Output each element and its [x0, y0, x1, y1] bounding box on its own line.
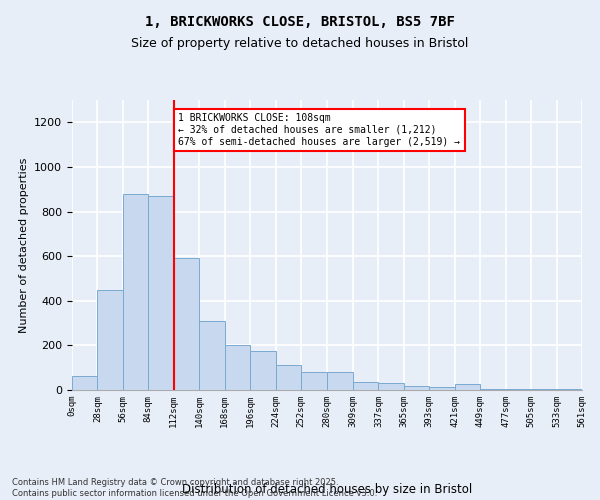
- Bar: [123, 194, 148, 390]
- Text: Contains HM Land Registry data © Crown copyright and database right 2025.
Contai: Contains HM Land Registry data © Crown c…: [12, 478, 377, 498]
- Bar: [72, 376, 97, 390]
- Text: 1 BRICKWORKS CLOSE: 108sqm
← 32% of detached houses are smaller (1,212)
67% of s: 1 BRICKWORKS CLOSE: 108sqm ← 32% of deta…: [178, 114, 460, 146]
- Y-axis label: Number of detached properties: Number of detached properties: [19, 158, 29, 332]
- X-axis label: Distribution of detached houses by size in Bristol: Distribution of detached houses by size …: [182, 482, 472, 496]
- Text: Size of property relative to detached houses in Bristol: Size of property relative to detached ho…: [131, 38, 469, 51]
- Text: 1, BRICKWORKS CLOSE, BRISTOL, BS5 7BF: 1, BRICKWORKS CLOSE, BRISTOL, BS5 7BF: [145, 15, 455, 29]
- Bar: [455, 384, 480, 390]
- Bar: [199, 321, 225, 390]
- Bar: [557, 389, 582, 390]
- Bar: [404, 386, 429, 390]
- Bar: [250, 351, 275, 390]
- Bar: [97, 290, 123, 390]
- Bar: [531, 389, 557, 390]
- Bar: [275, 366, 301, 390]
- Bar: [326, 372, 353, 390]
- Bar: [225, 346, 250, 390]
- Bar: [148, 196, 174, 390]
- Bar: [174, 258, 199, 390]
- Bar: [379, 384, 404, 390]
- Bar: [480, 389, 506, 390]
- Bar: [429, 386, 455, 390]
- Bar: [506, 389, 531, 390]
- Bar: [353, 382, 379, 390]
- Bar: [301, 372, 326, 390]
